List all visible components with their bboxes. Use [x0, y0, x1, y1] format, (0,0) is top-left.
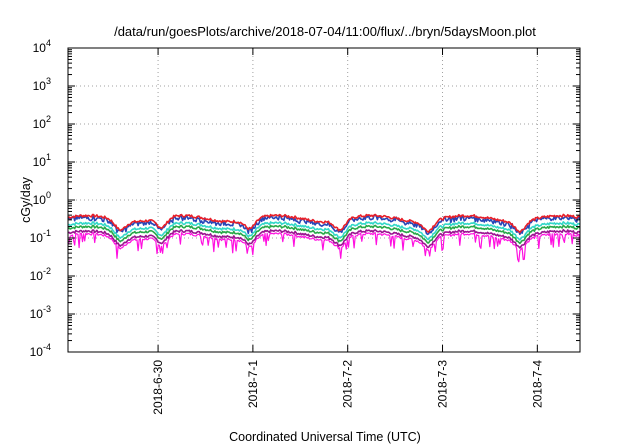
x-tick-label: 2018-7-4 — [530, 360, 544, 408]
y-tick-label: 102 — [33, 114, 51, 131]
y-tick-label: 104 — [33, 38, 51, 55]
series-line-green — [67, 224, 581, 245]
x-tick-label: 2018-6-30 — [151, 360, 165, 415]
y-tick-label: 103 — [33, 76, 51, 93]
y-tick-label: 10-4 — [30, 342, 51, 359]
x-tick-label: 2018-7-1 — [246, 360, 260, 408]
y-tick-label: 10-2 — [30, 266, 51, 283]
series-line-cyan — [67, 221, 581, 241]
x-tick-label: 2018-7-3 — [436, 360, 450, 408]
chart-title: /data/run/goesPlots/archive/2018-07-04/1… — [114, 24, 536, 39]
y-tick-label: 10-1 — [30, 228, 51, 245]
series-line-red — [67, 213, 581, 234]
y-tick-label: 10-3 — [30, 304, 51, 321]
series-line-blue — [67, 214, 581, 236]
series-group — [67, 213, 581, 263]
series-line-purple — [67, 228, 581, 249]
y-axis: 10-4 10-3 10-2 10-1 100 101 102 103 104 — [30, 38, 580, 359]
x-tick-label: 2018-7-2 — [341, 360, 355, 408]
grid — [68, 48, 580, 352]
x-axis: 2018-6-30 2018-7-1 2018-7-2 2018-7-3 2018-7-… — [151, 48, 544, 415]
x-axis-label: Coordinated Universal Time (UTC) — [229, 430, 421, 444]
y-tick-label: 100 — [33, 190, 51, 207]
series-line-magenta — [67, 232, 581, 263]
y-tick-label: 101 — [33, 152, 51, 169]
y-axis-label: cGy/day — [19, 176, 33, 223]
